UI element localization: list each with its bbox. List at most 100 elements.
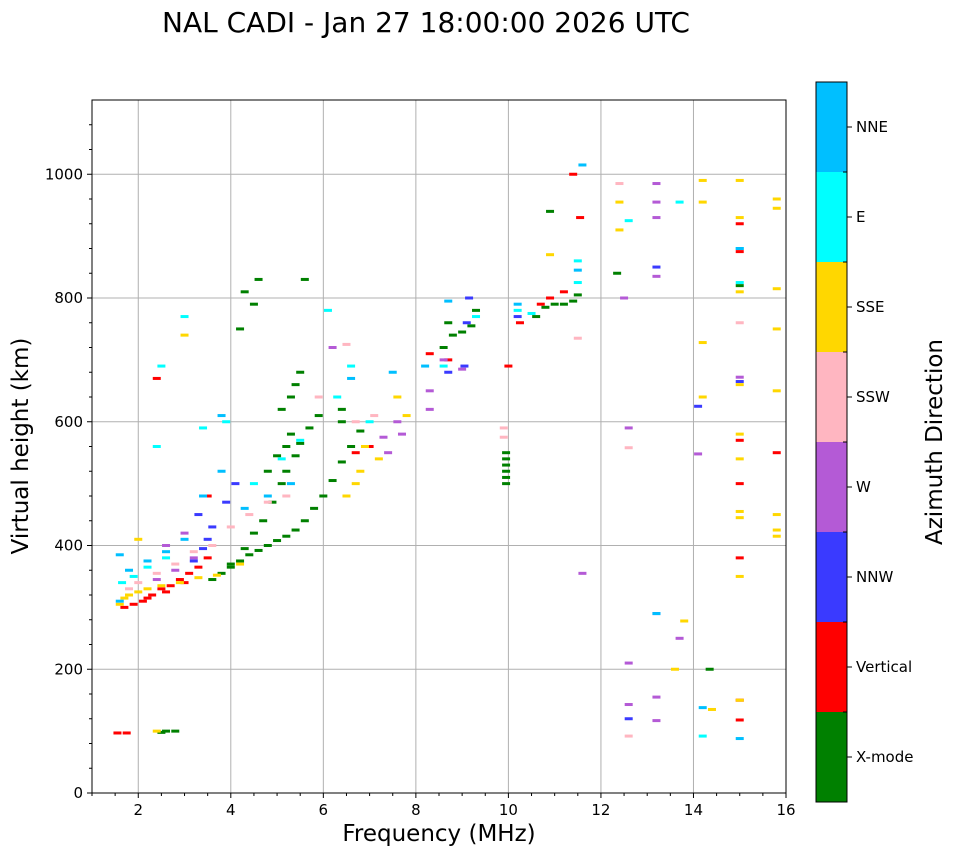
data-point [180,581,189,585]
x-tick-label: 6 [319,801,329,819]
data-point [458,330,467,334]
colorbar-segment [816,532,847,622]
data-point [120,605,129,609]
x-tick-label: 14 [684,801,703,819]
data-point [143,596,152,600]
data-point [624,717,633,721]
data-point [624,426,633,430]
data-point [652,274,661,278]
grid-lines [92,100,786,793]
data-point [735,247,744,250]
data-point [393,395,402,399]
data-point [189,556,198,560]
data-point [569,172,578,176]
colorbar-tick-label: W [856,478,871,496]
data-point [615,200,624,204]
data-point [273,454,282,458]
data-point [573,293,582,297]
colorbar-tick-label: NNE [856,118,888,136]
data-point [342,342,351,346]
data-point [152,571,161,575]
data-point [249,482,258,486]
data-point [263,500,272,504]
data-point [277,407,286,411]
colorbar-tick-label: Vertical [856,658,912,676]
data-point [175,581,184,585]
data-point [735,284,744,288]
x-tick-label: 8 [411,801,421,819]
y-tick-label: 200 [54,660,83,678]
data-point [735,457,744,461]
data-point [735,321,744,325]
y-tick-label: 0 [73,784,83,802]
series-nne [115,163,744,741]
data-point [527,311,536,315]
data-point [245,553,254,557]
data-point [365,420,374,424]
data-point [573,259,582,263]
data-point [444,321,453,325]
data-point [578,571,587,575]
data-point [143,559,152,563]
data-point [152,376,161,380]
data-point [240,290,249,294]
data-point [134,590,143,594]
data-point [337,407,346,411]
data-point [578,163,587,167]
data-point [735,250,744,254]
data-point [772,513,781,517]
data-point [129,602,138,606]
data-point [347,376,356,380]
x-axis-ticks: 2 4 6 8 10 12 14 16 [91,793,796,819]
data-point [113,731,122,735]
data-point [194,576,203,580]
data-point [652,265,661,269]
data-point [735,178,744,182]
data-point [226,565,235,569]
data-point [735,574,744,578]
x-tick-label: 4 [226,801,236,819]
data-point [254,277,263,281]
data-point [502,469,511,473]
data-point [323,308,332,312]
data-point [263,469,272,473]
data-point [698,178,707,182]
data-point [249,302,258,306]
data-point [675,636,684,640]
data-point [576,216,585,220]
data-point [157,584,166,588]
y-tick-label: 600 [54,413,83,431]
data-point [384,451,393,455]
data-point [171,729,180,733]
data-point [291,383,300,387]
data-point [194,513,203,517]
data-point [152,578,161,582]
data-point [296,441,305,445]
data-point [115,602,124,606]
data-point [624,219,633,223]
data-point [305,426,314,430]
data-point [342,494,351,498]
data-point [286,432,295,436]
data-point [236,559,245,563]
data-point [735,438,744,442]
data-point [162,729,171,733]
data-point [240,506,249,510]
data-point [199,494,208,498]
colorbar-frame [815,81,848,803]
data-point [439,358,448,362]
series-e [118,200,744,738]
data-point [735,482,744,486]
data-point [504,364,513,368]
data-point [162,544,171,547]
data-point [772,327,781,331]
data-point [337,420,346,424]
data-point [162,590,171,594]
data-point [698,200,707,204]
data-point [282,494,291,498]
data-point [680,619,689,623]
data-point [515,321,524,325]
data-point [444,370,453,374]
data-point [546,209,555,213]
data-point [333,395,342,399]
